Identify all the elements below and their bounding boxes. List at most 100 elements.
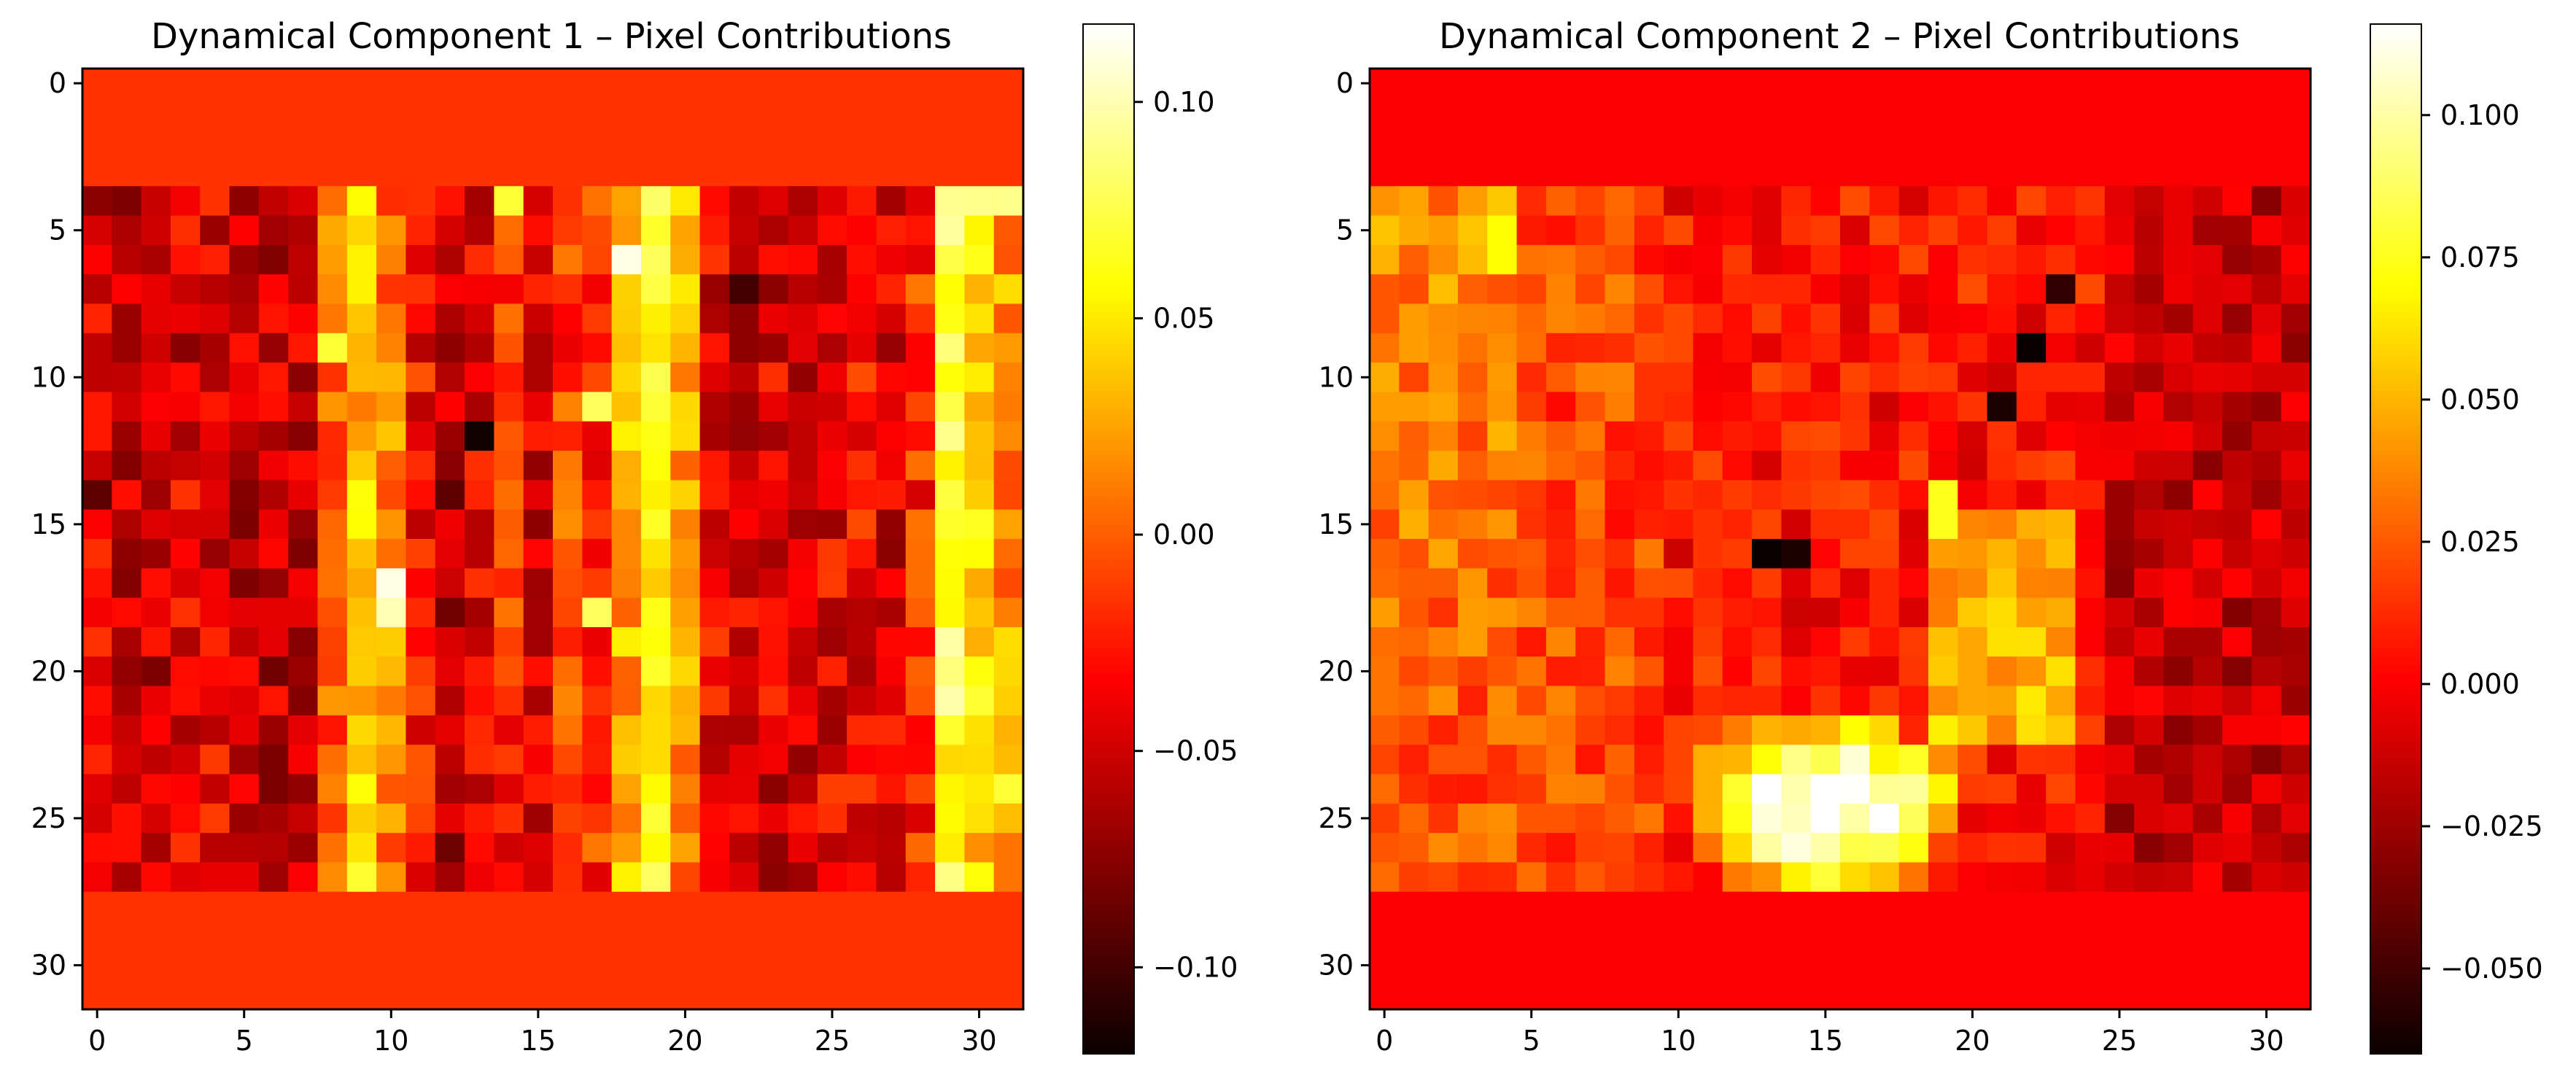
chart-1-cell	[993, 950, 1024, 981]
chart-1-cell	[494, 568, 524, 599]
chart-1-cell	[935, 803, 965, 834]
chart-1-cell	[670, 392, 701, 422]
chart-2-cell	[1810, 745, 1841, 775]
chart-1-cell	[640, 362, 671, 393]
chart-1-cell	[229, 891, 260, 922]
chart-2-cell	[2046, 774, 2076, 804]
chart-1-cell	[699, 127, 730, 158]
chart-1-cell	[258, 626, 289, 657]
chart-2-cell	[1722, 568, 1753, 599]
chart-1-cell	[640, 891, 671, 922]
chart-1-cell	[523, 127, 554, 158]
chart-2-cell	[1752, 274, 1782, 305]
chart-2-cell	[1428, 451, 1459, 481]
chart-1-cell	[582, 568, 613, 599]
chart-1-cell	[317, 333, 348, 363]
chart-1-cell	[523, 950, 554, 981]
chart-1-cell	[876, 421, 907, 451]
chart-1-cell	[553, 392, 583, 422]
chart-1-cell	[699, 950, 730, 981]
chart-1-cell	[611, 451, 642, 481]
chart-2-cell	[1634, 421, 1664, 451]
chart-1-cell	[582, 686, 613, 716]
chart-1-cell	[699, 215, 730, 246]
chart-2-cell	[2046, 979, 2076, 1010]
chart-2-cell	[1634, 803, 1664, 834]
chart-1-cell	[905, 686, 936, 716]
chart-1-cell	[553, 686, 583, 716]
chart-2-cell	[1810, 98, 1841, 128]
chart-1-cell	[112, 803, 142, 834]
chart-2-cell	[2016, 745, 2047, 775]
chart-1-cell	[640, 626, 671, 657]
chart-1-cell	[200, 891, 230, 922]
chart-2-cell	[2251, 891, 2282, 922]
chart-2-cell	[1399, 891, 1429, 922]
chart-2-cell	[1605, 480, 1635, 511]
chart-2-cell	[1898, 127, 1929, 158]
chart-1-cell	[876, 509, 907, 540]
chart-2-cell	[1457, 774, 1488, 804]
chart-1-cell	[553, 803, 583, 834]
chart-1-cell	[494, 803, 524, 834]
chart-1-cell	[406, 950, 436, 981]
chart-1-cell	[494, 69, 524, 98]
chart-2-cell	[2192, 186, 2223, 217]
chart-2-cell	[1810, 362, 1841, 393]
chart-1-cell	[935, 244, 965, 275]
chart-2-cell	[1545, 303, 1576, 334]
chart-1-cell	[964, 509, 995, 540]
chart-1-cell	[288, 186, 319, 217]
chart-2-cell	[1693, 891, 1723, 922]
chart-2-cell	[2281, 568, 2311, 599]
chart-1-cell	[699, 774, 730, 804]
chart-2-cell	[1516, 656, 1547, 687]
chart-1-cell	[964, 626, 995, 657]
chart-1-cell	[200, 626, 230, 657]
chart-2-cell	[1722, 979, 1753, 1010]
chart-2-cell	[1370, 156, 1400, 187]
chart-1-cell	[317, 950, 348, 981]
chart-2-cell	[2075, 745, 2106, 775]
chart-1-cell	[82, 215, 112, 246]
chart-1-cell	[611, 480, 642, 511]
chart-2-cell	[1575, 451, 1606, 481]
chart-2-cell	[1399, 480, 1429, 511]
chart-1-cell	[817, 303, 847, 334]
chart-2-x-tick-label: 15	[1808, 1025, 1843, 1057]
chart-1-cell	[640, 244, 671, 275]
chart-2-cell	[2046, 333, 2076, 363]
chart-2-cell	[1781, 656, 1812, 687]
chart-2-cell	[1457, 745, 1488, 775]
chart-1-cell	[876, 597, 907, 628]
chart-1-cell	[406, 539, 436, 569]
chart-1-cell	[553, 921, 583, 951]
chart-1-cell	[288, 891, 319, 922]
chart-2-cell	[1575, 69, 1606, 98]
chart-1-cell	[993, 715, 1024, 745]
chart-1-cell	[465, 686, 494, 716]
chart-1-cell	[112, 127, 142, 158]
chart-2-cell	[2222, 539, 2252, 569]
chart-2-cell	[1840, 539, 1870, 569]
chart-2-cell	[2104, 274, 2135, 305]
chart-2-cell	[2075, 715, 2106, 745]
chart-1-cell	[317, 98, 348, 128]
chart-2-cell	[1516, 421, 1547, 451]
chart-2-cell	[2134, 127, 2165, 158]
chart-1-cell	[317, 421, 348, 451]
chart-2-cell	[1370, 127, 1400, 158]
chart-2-cell	[1693, 597, 1723, 628]
chart-1-cell	[112, 862, 142, 893]
chart-1-cell	[582, 891, 613, 922]
chart-2-cell	[1752, 303, 1782, 334]
chart-2-colorbar-tick-label: 0.050	[2440, 384, 2520, 416]
chart-2-cell	[1545, 803, 1576, 834]
chart-2-cell	[1958, 891, 1988, 922]
chart-2-cell	[1457, 362, 1488, 393]
chart-2-cell	[1487, 303, 1518, 334]
chart-1-cell	[788, 244, 818, 275]
chart-2-cell	[1457, 156, 1488, 187]
chart-1-cell	[200, 156, 230, 187]
chart-2-cell	[1722, 480, 1753, 511]
